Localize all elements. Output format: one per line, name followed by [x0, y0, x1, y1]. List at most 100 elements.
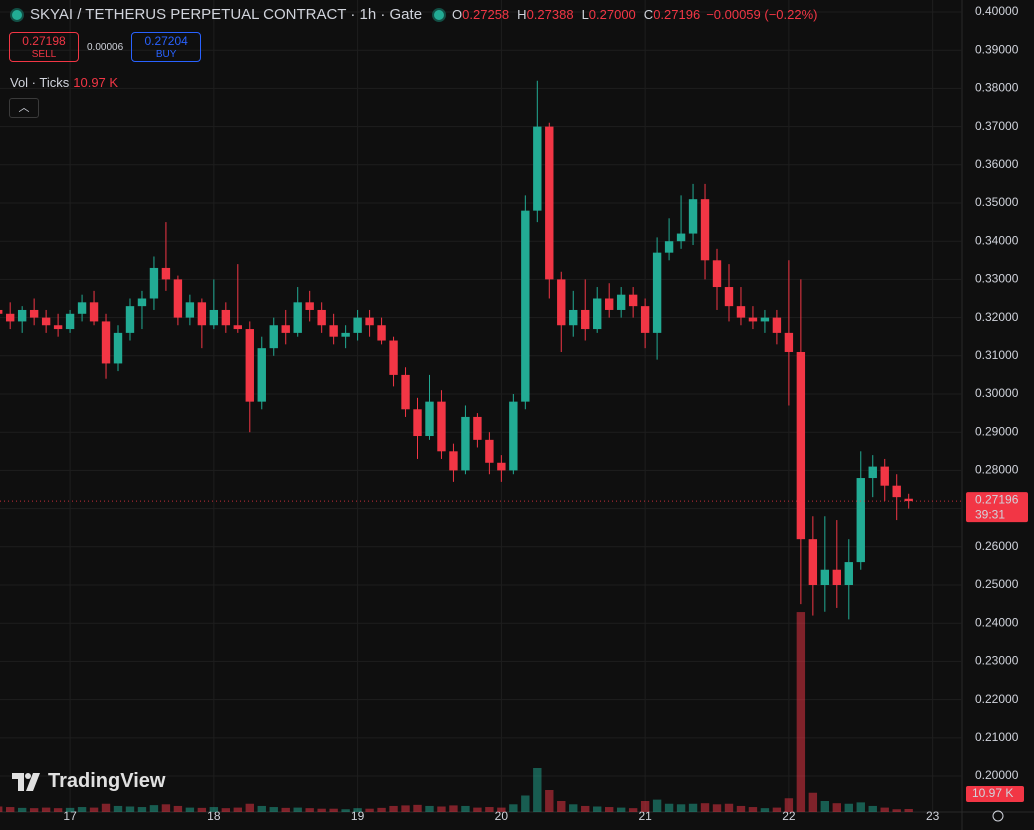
candle-body: [844, 562, 853, 586]
candle-body: [113, 332, 123, 364]
trade-panel: 0.27198 SELL 0.00006 0.27204 BUY: [9, 32, 202, 62]
volume-bar: [748, 807, 758, 812]
candle-body: [616, 294, 626, 310]
volume-bar: [41, 807, 51, 812]
volume-bar: [856, 802, 865, 812]
volume-bar: [676, 804, 686, 812]
volume-bar: [233, 807, 242, 812]
volume-bar: [521, 795, 530, 812]
candle-body: [5, 313, 15, 322]
status-dot: [10, 7, 24, 22]
candle-body: [41, 317, 51, 326]
candle-body: [760, 317, 770, 322]
candle-body: [401, 374, 410, 410]
candle-body: [269, 325, 278, 349]
logo-text: TradingView: [48, 770, 166, 792]
volume-bar: [353, 808, 362, 812]
candle-body: [904, 498, 913, 502]
volume-bar: [221, 808, 231, 812]
volume-bar: [604, 807, 614, 812]
volume-bar: [53, 808, 63, 812]
candle-body: [712, 260, 722, 288]
y-tick-label: 0.33000: [975, 272, 1019, 286]
volume-bar: [892, 809, 901, 812]
candle-body: [509, 401, 518, 471]
volume-bar: [29, 808, 39, 812]
logo-icon: [12, 772, 40, 791]
x-tick-label: 18: [207, 809, 221, 823]
candle-body: [832, 569, 842, 586]
x-tick-label: 19: [351, 809, 365, 823]
candle-body: [688, 199, 698, 234]
volume-bar: [820, 801, 830, 812]
candle-body: [748, 317, 758, 322]
volume-bar: [389, 805, 398, 812]
y-tick-label: 0.23000: [975, 654, 1019, 668]
volume-bar: [772, 807, 782, 812]
volume-bar: [437, 806, 446, 812]
candle-body: [473, 416, 482, 440]
candle-body: [485, 439, 494, 463]
y-tick-label: 0.35000: [975, 195, 1019, 209]
candle-body: [892, 485, 901, 498]
volume-bar: [700, 803, 710, 812]
y-tick-label: 0.21000: [975, 730, 1019, 744]
symbol[interactable]: SKYAI / TETHERUS PERPETUAL CONTRACT · 1h…: [30, 6, 423, 23]
ohlc-key: C: [643, 7, 654, 22]
volume-bar: [461, 805, 470, 812]
volume-bar: [473, 807, 482, 812]
ohlc-value: 0.27388: [526, 7, 574, 22]
candle-body: [221, 309, 231, 326]
ohlc-item: H0.27388: [517, 7, 573, 22]
change: −0.00059 (−0.22%): [706, 7, 818, 22]
candle-body: [497, 462, 506, 471]
volume-bar: [125, 806, 135, 812]
collapse-button[interactable]: ︿: [9, 98, 39, 118]
candle-body: [185, 302, 195, 318]
volume-bar: [485, 807, 494, 812]
volume-bar: [533, 768, 542, 812]
candle-body: [17, 309, 27, 322]
x-tick-label: 22: [782, 809, 796, 823]
volume-legend: Vol · Ticks 10.97 K: [10, 75, 118, 90]
buy-label: BUY: [155, 49, 177, 60]
candle-body: [808, 539, 818, 586]
candle-body: [53, 325, 63, 330]
volume-bar: [616, 807, 626, 812]
volume-label: Vol · Ticks: [10, 75, 70, 90]
volume-bar: [569, 804, 578, 812]
volume-bar: [305, 808, 314, 812]
ohlc-value: 0.27258: [462, 7, 510, 22]
sell-price: 0.27198: [22, 34, 66, 48]
settings-icon: [992, 810, 1004, 822]
volume-bar: [688, 803, 698, 812]
volume-bar: [628, 808, 638, 812]
volume-bar: [784, 798, 794, 812]
volume-bar: [712, 804, 722, 812]
y-tick-label: 0.32000: [975, 310, 1019, 324]
y-tick-label: 0.34000: [975, 233, 1019, 247]
volume-bar: [17, 807, 27, 812]
candle-body: [137, 298, 147, 307]
volume-bar: [652, 799, 662, 812]
buy-button[interactable]: 0.27204 BUY: [131, 32, 202, 62]
ohlc: O0.27258 H0.27388 L0.27000 C0.27196: [452, 7, 700, 22]
candle-body: [533, 126, 542, 211]
volume-bar: [664, 803, 674, 812]
candle-body: [676, 233, 686, 242]
x-tick-label: 20: [495, 809, 509, 823]
sell-button[interactable]: 0.27198 SELL: [9, 32, 79, 62]
volume-bar: [557, 801, 566, 812]
y-tick-label: 0.40000: [975, 4, 1019, 18]
candle-body: [784, 332, 794, 352]
volume-bar: [413, 804, 422, 812]
candle-body: [461, 416, 470, 471]
candle-body: [449, 451, 458, 471]
candle-body: [341, 332, 350, 337]
candle-body: [700, 199, 710, 261]
ohlc-key: H: [517, 7, 527, 22]
ohlc-key: O: [452, 7, 463, 22]
volume-bar: [257, 805, 266, 812]
